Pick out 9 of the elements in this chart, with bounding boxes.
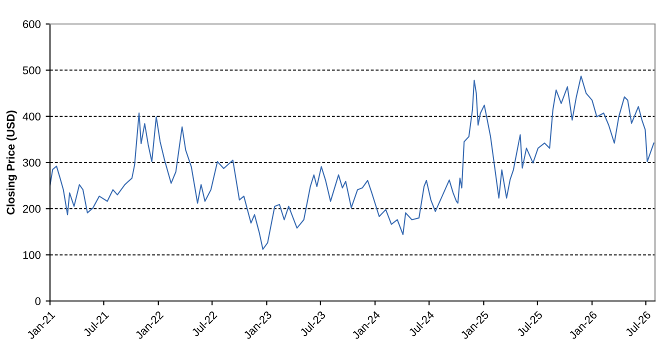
y-axis-title: Closing Price (USD) xyxy=(6,110,17,215)
y-tick-label: 300 xyxy=(22,158,41,167)
y-tick-label: 500 xyxy=(22,66,41,74)
line-series xyxy=(50,76,654,250)
y-tick-label: 0 xyxy=(35,297,41,306)
y-tick-label: 200 xyxy=(22,204,41,213)
y-tick-label: 600 xyxy=(23,20,41,28)
y-tick-label: 400 xyxy=(22,112,41,120)
y-tick-label: 100 xyxy=(23,251,41,259)
